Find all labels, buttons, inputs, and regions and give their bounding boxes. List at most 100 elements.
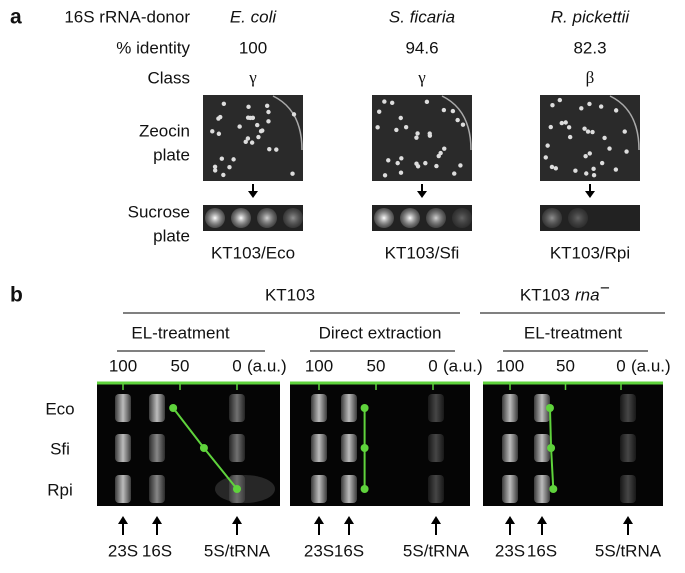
value-point	[549, 485, 558, 493]
axis-unit: (a.u.)	[443, 356, 483, 375]
colony	[563, 120, 568, 125]
arrow-head	[537, 516, 547, 524]
plate-edge	[609, 95, 640, 151]
gel-band	[229, 434, 245, 462]
gel-band	[620, 434, 636, 462]
colony	[427, 133, 433, 138]
gel-band	[534, 475, 550, 503]
colony	[389, 100, 395, 106]
gel-band	[149, 475, 165, 503]
colony	[599, 160, 605, 166]
colony	[221, 101, 227, 107]
tick-label: 50	[556, 356, 575, 375]
gel-band	[311, 434, 327, 462]
colony	[587, 101, 592, 107]
colony	[458, 163, 463, 168]
colony	[550, 102, 555, 108]
colony	[274, 147, 279, 152]
arrow-head	[417, 191, 427, 198]
colony	[245, 136, 251, 141]
arrow-head	[623, 516, 633, 524]
spot	[426, 208, 446, 228]
tick-label: 100	[109, 356, 137, 375]
row-label: Eco	[45, 399, 74, 418]
band-label: 16S	[142, 541, 172, 560]
colony	[394, 127, 399, 133]
colony	[237, 124, 242, 129]
value-point	[233, 485, 241, 493]
colony	[227, 164, 232, 170]
identity: 100	[239, 38, 267, 57]
spot	[400, 208, 420, 228]
band-label: 5S/tRNA	[595, 541, 662, 560]
colony	[267, 146, 272, 152]
row-label: plate	[153, 226, 190, 245]
arrow-head	[314, 516, 324, 524]
colony	[248, 115, 253, 121]
row-label: Sucrose	[128, 202, 190, 221]
gel-band	[115, 475, 131, 503]
colony	[414, 135, 419, 140]
zeocin-plate	[372, 95, 472, 181]
colony	[602, 135, 607, 141]
colony	[243, 139, 248, 145]
gel-title: Direct extraction	[319, 323, 442, 342]
colony	[403, 124, 409, 130]
arrow-head	[248, 191, 258, 198]
colony	[548, 124, 553, 130]
gel-band	[428, 434, 444, 462]
axis-unit: (a.u.)	[247, 356, 287, 375]
colony	[455, 117, 460, 123]
band-label: 23S	[495, 541, 525, 560]
tick-label: 50	[367, 356, 386, 375]
class: γ	[248, 68, 257, 87]
gel-band	[149, 434, 165, 462]
colony	[290, 171, 295, 176]
arrow-head	[344, 516, 354, 524]
zeocin-plate	[203, 95, 303, 181]
gel-band	[428, 394, 444, 422]
gel-band	[620, 394, 636, 422]
panel-label: a	[10, 6, 22, 29]
row-label: Class	[147, 68, 190, 87]
value-point	[199, 444, 208, 452]
gel-band	[341, 434, 357, 462]
tick-label: 50	[171, 356, 190, 375]
colony	[260, 128, 265, 133]
class: β	[586, 68, 595, 87]
colony	[579, 106, 584, 111]
gel-band	[534, 394, 550, 422]
colony	[545, 143, 550, 148]
gel-band	[428, 475, 444, 503]
tick-label: 100	[305, 356, 333, 375]
colony	[216, 131, 222, 136]
colony	[386, 158, 391, 163]
colony	[212, 164, 218, 169]
colony	[382, 173, 388, 178]
group-superscript: −	[600, 278, 610, 297]
colony	[598, 104, 604, 109]
group-header: KT103	[265, 285, 315, 304]
colony	[256, 134, 261, 140]
colony	[249, 140, 255, 145]
colony	[585, 129, 591, 134]
gel-band	[341, 475, 357, 503]
arrow-head	[431, 516, 441, 524]
colony	[559, 120, 564, 126]
colony	[543, 155, 548, 160]
gel-smear	[215, 475, 275, 503]
spot	[205, 208, 225, 228]
band-label: 23S	[304, 541, 334, 560]
identity: 94.6	[405, 38, 438, 57]
strain-label: KT103/Eco	[211, 243, 295, 262]
gel-title: EL-treatment	[524, 323, 623, 342]
row-label: % identity	[116, 38, 190, 57]
value-point	[360, 485, 369, 493]
colony	[553, 166, 559, 171]
colony	[582, 126, 587, 131]
spot	[374, 208, 394, 228]
row-label: Sfi	[50, 439, 70, 458]
colony	[231, 157, 236, 162]
colony	[460, 122, 466, 127]
panel-label: b	[10, 284, 23, 307]
